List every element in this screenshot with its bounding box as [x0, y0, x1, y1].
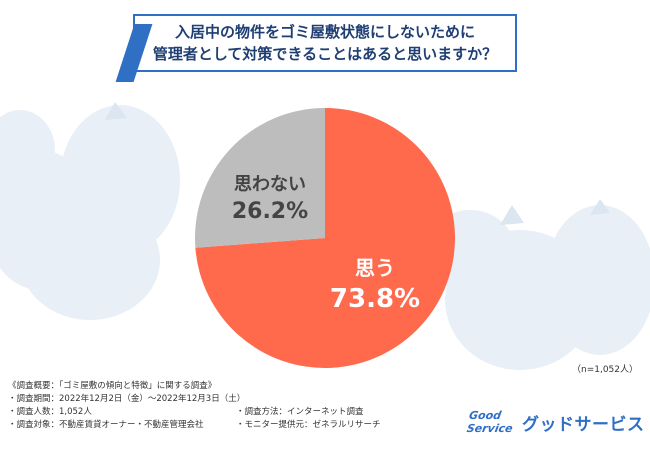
- slice-value-agree: 73.8%: [330, 284, 420, 314]
- good-service-logo: Good Service グッドサービス: [465, 405, 645, 439]
- slice-label-disagree: 思わない: [234, 174, 306, 195]
- survey-summary: 《調査概要：「ゴミ屋敷の傾向と特徴」に関する調査》 ・調査期間：2022年12月…: [8, 380, 468, 432]
- logo-badge-line-1: Good: [468, 409, 503, 422]
- survey-provider: ・モニター提供元：ゼネラルリサーチ: [236, 420, 381, 430]
- logo-text: グッドサービス: [522, 414, 645, 435]
- slice-value-disagree: 26.2%: [232, 199, 308, 224]
- pie-slice-agree: [195, 108, 456, 369]
- survey-count: ・調査人数：1,052人: [8, 407, 92, 417]
- chart-title-box: 入居中の物件をゴミ屋敷状態にしないために 管理者として対策できることはあると思い…: [133, 14, 517, 72]
- chart-title-line-1: 入居中の物件をゴミ屋敷状態にしないために: [174, 23, 475, 41]
- sample-size-label: （n=1,052人）: [571, 365, 638, 375]
- chart-title-line-2: 管理者として対策できることはあると思いますか？: [152, 45, 498, 63]
- logo-badge: Good Service: [465, 406, 519, 438]
- pie-slice-disagree: [195, 108, 325, 248]
- survey-target: ・調査対象：不動産賃貸オーナー・不動産管理会社: [8, 420, 204, 430]
- logo-badge-line-2: Service: [465, 422, 514, 435]
- survey-period: ・調査期間：2022年12月2日（金）～2022年12月3日（土）: [8, 394, 246, 404]
- survey-method: ・調査方法：インターネット調査: [236, 407, 364, 417]
- slice-label-agree: 思う: [355, 256, 395, 280]
- survey-heading: 《調査概要：「ゴミ屋敷の傾向と特徴」に関する調査》: [8, 381, 217, 391]
